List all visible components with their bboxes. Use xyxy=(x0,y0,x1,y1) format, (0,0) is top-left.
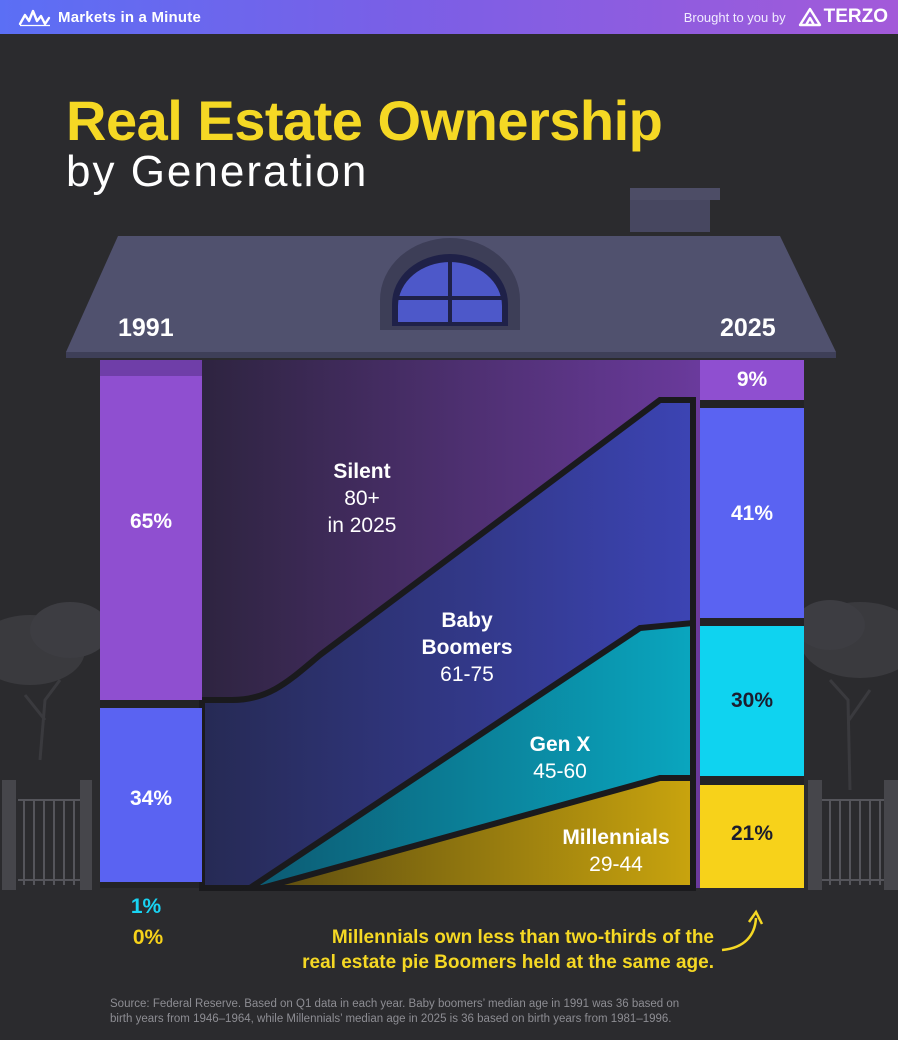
flow-label-boomers-age: 61-75 xyxy=(440,663,494,686)
flow-label-millennials-name: Millennials xyxy=(562,826,670,849)
flow-label-boomers-name: Baby xyxy=(441,609,493,632)
house-roof xyxy=(66,188,836,358)
flow-label-genx-age: 45-60 xyxy=(533,760,587,783)
sponsor-label: Brought to you by xyxy=(683,9,786,25)
source-line-2: birth years from 1946–1964, while Millen… xyxy=(110,1013,672,1025)
value-1991-boomers: 34% xyxy=(129,787,173,810)
value-2025-genx: 30% xyxy=(730,689,774,712)
brand-name: Markets in a Minute xyxy=(58,8,201,26)
callout-note: Millennials own less than two-thirds of … xyxy=(228,925,714,975)
bar-1991-silent-cap xyxy=(100,360,202,376)
fence-right xyxy=(808,780,898,890)
bar-2025-silent xyxy=(700,360,804,400)
flow-millennials xyxy=(261,775,696,891)
value-2025-millennials: 21% xyxy=(730,822,774,845)
flow-label-millennials: Millennials 29-44 xyxy=(536,824,696,878)
brand: Markets in a Minute xyxy=(18,7,201,27)
page-title: Real Estate Ownership xyxy=(66,89,663,152)
bar-2025-millennials xyxy=(700,785,804,888)
flow-label-silent-name: Silent xyxy=(333,460,391,483)
value-1991-millennials: 0% xyxy=(132,926,164,949)
flow-label-genx-name: Gen X xyxy=(529,733,591,756)
trees-left xyxy=(0,602,110,761)
sponsor-name: TERZO xyxy=(823,6,888,27)
year-label-2025: 2025 xyxy=(720,314,776,342)
flow-label-silent-year: in 2025 xyxy=(327,514,397,537)
value-1991-silent: 65% xyxy=(129,510,173,533)
source-note: Source: Federal Reserve. Based on Q1 dat… xyxy=(110,997,810,1027)
flow-label-silent: Silent 80+ in 2025 xyxy=(292,458,432,539)
flow-label-boomers-name2: Boomers xyxy=(421,636,513,659)
sponsor: Brought to you by TERZO xyxy=(684,6,888,28)
markets-logo-icon xyxy=(18,9,51,27)
trees-right xyxy=(795,600,898,791)
page-subtitle: by Generation xyxy=(66,147,369,196)
flow-label-boomers: Baby Boomers 61-75 xyxy=(397,607,537,688)
arrow-head-icon xyxy=(747,909,764,925)
bar-1991-silent xyxy=(100,376,202,700)
flow-label-genx: Gen X 45-60 xyxy=(490,731,630,785)
bar-1991-boomers xyxy=(100,708,202,882)
bar-2025-genx xyxy=(700,626,804,776)
source-line-1: Source: Federal Reserve. Based on Q1 dat… xyxy=(110,998,680,1010)
flow-label-silent-age: 80+ xyxy=(344,487,380,510)
fence-left xyxy=(2,780,92,890)
callout-line-2: real estate pie Boomers held at the same… xyxy=(302,952,714,973)
bar-2025-boomers xyxy=(700,408,804,618)
callout-line-1: Millennials own less than two-thirds of … xyxy=(331,927,714,948)
terzo-logo-icon xyxy=(798,7,821,27)
value-2025-boomers: 41% xyxy=(730,502,774,525)
top-banner: Markets in a Minute Brought to you by TE… xyxy=(0,0,898,34)
value-1991-genx: 1% xyxy=(130,895,162,918)
flow-label-millennials-age: 29-44 xyxy=(589,853,643,876)
arrow-icon xyxy=(721,917,758,952)
year-label-1991: 1991 xyxy=(118,314,174,342)
sponsor-logo: TERZO xyxy=(798,6,888,28)
value-2025-silent: 9% xyxy=(736,368,768,391)
